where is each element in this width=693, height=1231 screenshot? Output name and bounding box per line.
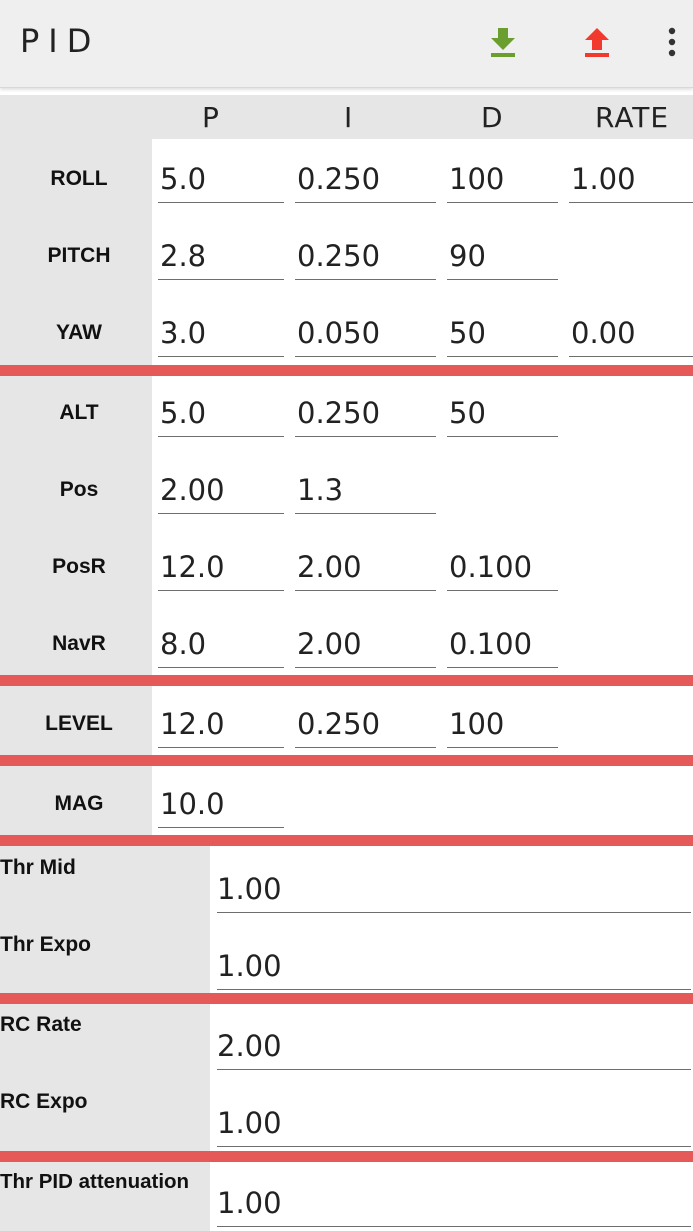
label-column-rc (0, 1004, 210, 1151)
row-label-roll: ROLL (50, 167, 108, 190)
label-column-attitude (0, 139, 152, 365)
section-separator (0, 675, 693, 686)
column-header-p: P (202, 101, 220, 134)
alt-i-input[interactable]: 0.250 (295, 396, 436, 437)
section-separator (0, 365, 693, 376)
roll-rate-input[interactable]: 1.00 (569, 162, 693, 203)
pitch-i-input[interactable]: 0.250 (295, 239, 436, 280)
navr-i-input[interactable]: 2.00 (295, 627, 436, 668)
roll-i-input[interactable]: 0.250 (295, 162, 436, 203)
download-icon (491, 28, 515, 57)
row-label-yaw: YAW (56, 321, 102, 344)
tpa-label: Thr PID attenuation (0, 1170, 190, 1193)
navr-d-input[interactable]: 0.100 (447, 627, 558, 668)
row-label-level: LEVEL (45, 712, 113, 735)
row-label-pos: Pos (59, 478, 99, 501)
section-separator (0, 755, 693, 766)
level-i-input[interactable]: 0.250 (295, 707, 436, 748)
label-column-navigation (0, 376, 152, 675)
column-header-row: P I D RATE (0, 95, 693, 139)
label-column-mag (0, 766, 152, 835)
rc-expo-input[interactable]: 1.00 (217, 1103, 691, 1147)
tpa-input[interactable]: 1.00 (217, 1183, 691, 1227)
section-separator (0, 1151, 693, 1162)
roll-d-input[interactable]: 100 (447, 162, 558, 203)
label-column-throttle (0, 846, 210, 993)
row-label-alt: ALT (59, 401, 99, 424)
label-column-level (0, 686, 152, 755)
level-d-input[interactable]: 100 (447, 707, 558, 748)
app-toolbar: PID (0, 0, 693, 88)
row-label-pitch: PITCH (47, 244, 111, 267)
alt-d-input[interactable]: 50 (447, 396, 558, 437)
mag-p-input[interactable]: 10.0 (158, 787, 284, 828)
section-separator (0, 993, 693, 1004)
thr-expo-input[interactable]: 1.00 (217, 946, 691, 990)
row-label-mag: MAG (54, 792, 104, 815)
column-header-rate: RATE (595, 101, 670, 134)
row-label-navr: NavR (52, 632, 106, 655)
yaw-d-input[interactable]: 50 (447, 316, 558, 357)
column-header-i: I (344, 101, 354, 134)
label-column-tpa (0, 1162, 210, 1231)
pos-p-input[interactable]: 2.00 (158, 473, 284, 514)
yaw-p-input[interactable]: 3.0 (158, 316, 284, 357)
more-vert-icon (668, 27, 676, 57)
page-title: PID (20, 22, 101, 60)
thr-mid-input[interactable]: 1.00 (217, 869, 691, 913)
thr-mid-label: Thr Mid (0, 856, 76, 879)
posr-i-input[interactable]: 2.00 (295, 550, 436, 591)
pitch-p-input[interactable]: 2.8 (158, 239, 284, 280)
row-label-posr: PosR (52, 555, 106, 578)
rc-expo-label: RC Expo (0, 1090, 88, 1113)
section-separator (0, 835, 693, 846)
rc-rate-input[interactable]: 2.00 (217, 1026, 691, 1070)
pitch-d-input[interactable]: 90 (447, 239, 558, 280)
download-button[interactable] (481, 20, 525, 64)
column-header-d: D (481, 101, 504, 134)
upload-icon (585, 28, 609, 57)
overflow-menu-button[interactable] (652, 20, 692, 64)
alt-p-input[interactable]: 5.0 (158, 396, 284, 437)
upload-button[interactable] (575, 20, 619, 64)
navr-p-input[interactable]: 8.0 (158, 627, 284, 668)
roll-p-input[interactable]: 5.0 (158, 162, 284, 203)
yaw-i-input[interactable]: 0.050 (295, 316, 436, 357)
posr-d-input[interactable]: 0.100 (447, 550, 558, 591)
level-p-input[interactable]: 12.0 (158, 707, 284, 748)
rc-rate-label: RC Rate (0, 1013, 82, 1036)
thr-expo-label: Thr Expo (0, 933, 92, 956)
yaw-rate-input[interactable]: 0.00 (569, 316, 693, 357)
posr-p-input[interactable]: 12.0 (158, 550, 284, 591)
pos-i-input[interactable]: 1.3 (295, 473, 436, 514)
